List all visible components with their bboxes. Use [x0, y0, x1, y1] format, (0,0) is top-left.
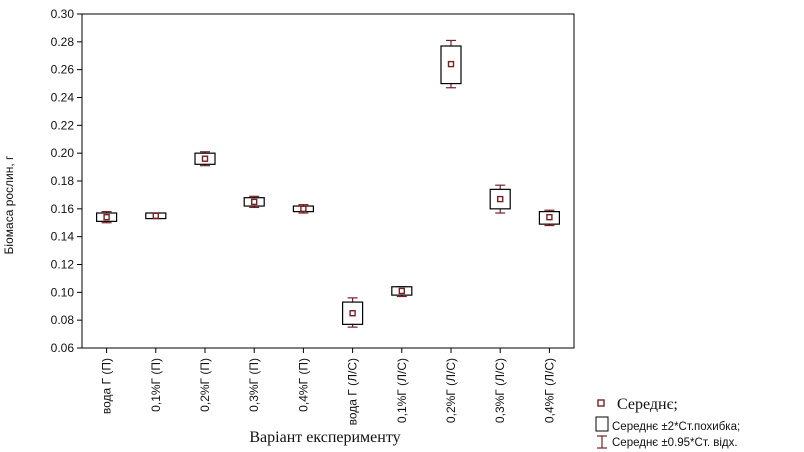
box [440, 45, 462, 85]
box [194, 152, 216, 165]
legend-mean-label: Середнє; [617, 396, 678, 413]
category-label: 0,4%Г (П) [296, 358, 310, 412]
y-axis-label: Біомаса рослин, г [2, 155, 16, 254]
y-tick-label: 0.06 [51, 341, 75, 355]
plot-frame [81, 13, 575, 349]
legend-box-marker [595, 416, 609, 432]
legend-whisker-label: Середнє ±0.95*Ст. відх. [612, 437, 738, 449]
box [342, 301, 364, 325]
legend: Середнє; Середнє ±2*Ст.похибка; Середнє … [595, 396, 740, 449]
y-tick-label: 0.28 [51, 35, 75, 49]
y-tick-label: 0.08 [51, 313, 75, 327]
mean-marker [103, 213, 110, 221]
box [243, 197, 265, 207]
mean-marker [398, 287, 405, 295]
box [538, 211, 561, 225]
y-tick-label: 0.22 [51, 118, 75, 132]
mean-marker [447, 60, 455, 68]
mean-marker [546, 213, 553, 221]
mean-marker [152, 212, 160, 219]
y-tick-label: 0.10 [51, 285, 75, 299]
y-tick-label: 0.18 [51, 174, 75, 188]
category-label: 0,4%Г (Л/С) [542, 358, 556, 423]
box [95, 212, 118, 222]
category-label: 0,3%Г (П) [247, 358, 261, 412]
y-tick-label: 0.12 [51, 258, 75, 272]
category-label: 0,2%Г (П) [198, 358, 212, 412]
mean-marker [349, 310, 356, 317]
category-label: 0,1%Г (П) [149, 358, 163, 412]
y-tick-label: 0.16 [51, 202, 75, 216]
mean-marker [201, 155, 209, 162]
y-tick-label: 0.24 [51, 91, 75, 105]
mean-marker [497, 195, 504, 203]
legend-whisker-marker [597, 435, 607, 449]
x-axis-label: Варіант експерименту [249, 429, 400, 446]
legend-box-label: Середнє ±2*Ст.похибка; [612, 421, 740, 433]
y-tick-label: 0.26 [51, 63, 75, 77]
box [391, 286, 413, 296]
y-tick-label: 0.14 [51, 230, 75, 244]
category-label: вода Г (Л/С) [346, 358, 360, 425]
category-label: 0,2%Г (Л/С) [444, 358, 458, 423]
mean-marker [300, 205, 307, 213]
y-tick-label: 0.30 [51, 7, 75, 21]
legend-mean-marker [597, 399, 605, 407]
y-tick-label: 0.20 [51, 146, 75, 160]
mean-marker [250, 198, 258, 206]
category-label: вода Г (П) [100, 358, 114, 414]
box [489, 188, 511, 210]
category-label: 0,3%Г (Л/С) [493, 358, 507, 423]
category-label: 0,1%Г (Л/С) [395, 358, 409, 423]
